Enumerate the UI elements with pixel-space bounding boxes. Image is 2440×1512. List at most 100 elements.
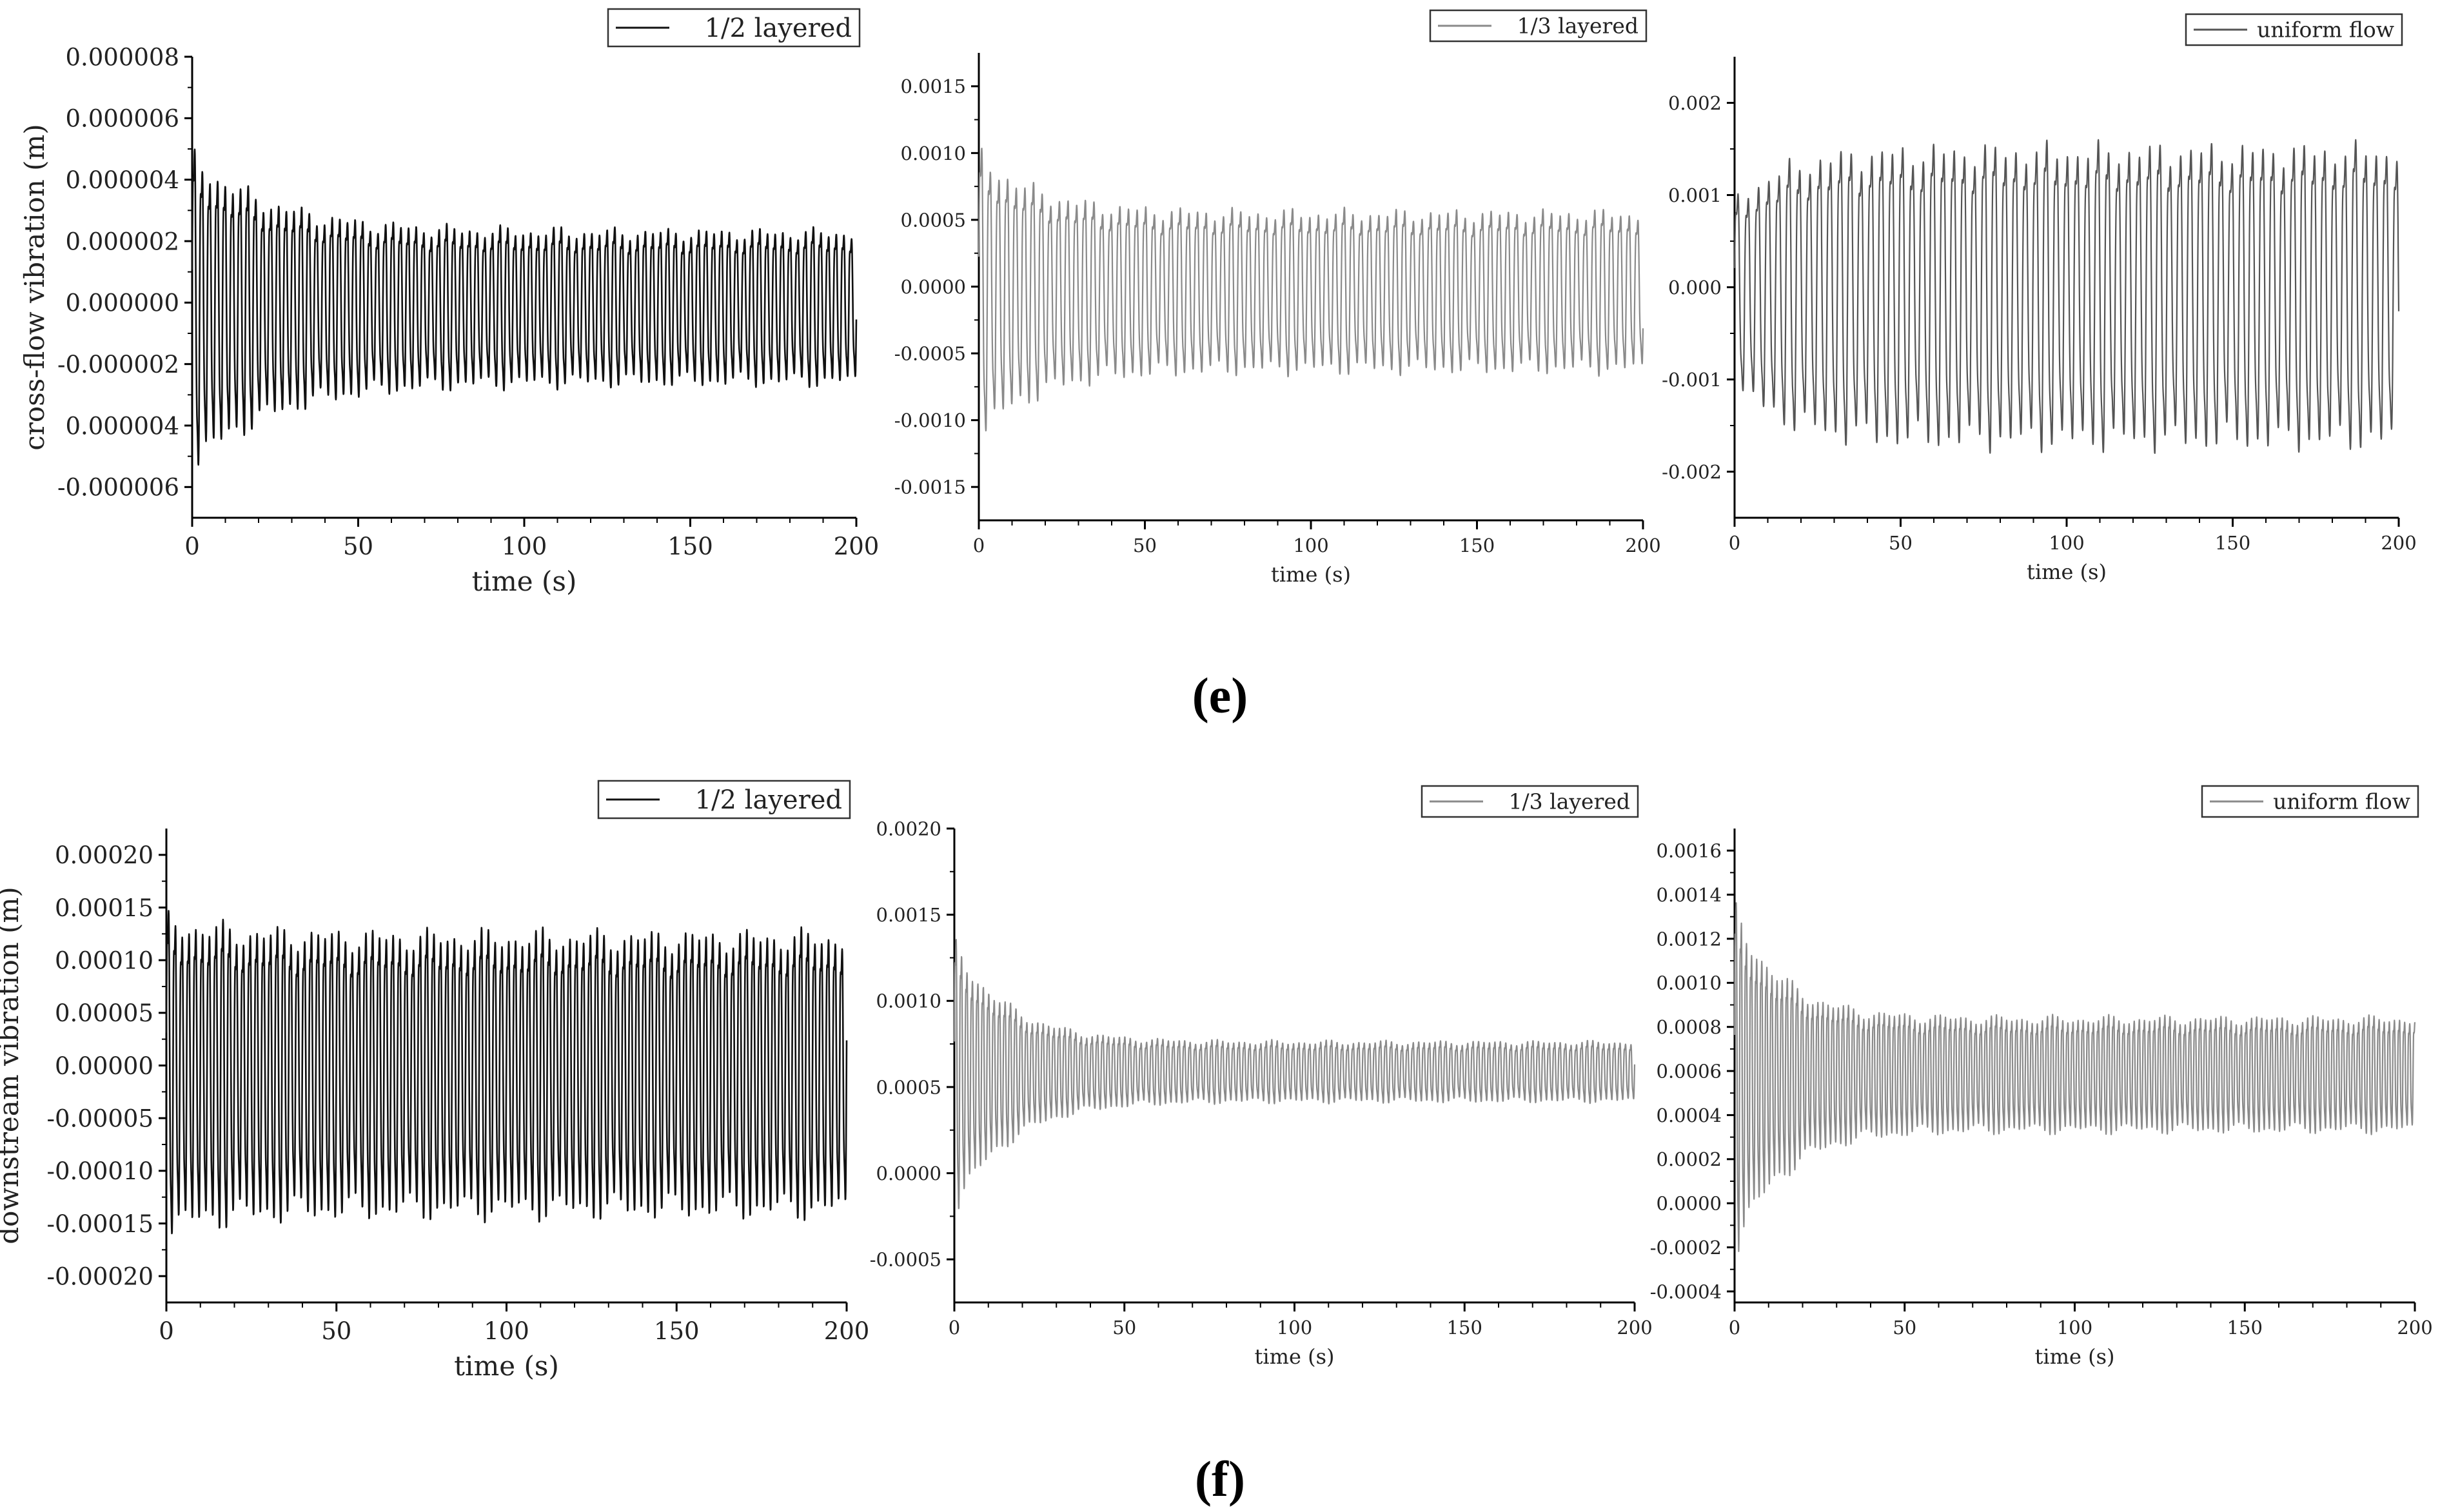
y-tick-label: -0.00010 <box>46 1157 153 1185</box>
x-tick-label: 100 <box>2049 532 2084 554</box>
x-axis-title: time (s) <box>1271 562 1351 587</box>
series-line-f-uniform-flow <box>1733 902 2416 1252</box>
caption-f: (f) <box>1195 1451 1245 1507</box>
chart-e-uniform-flow: -0.002 -0.001 0.000 0.001 0.002 0 50 100 150 200 t… <box>1662 13 2417 584</box>
caption-e: (e) <box>1192 667 1248 723</box>
y-tick-label: 0.0002 <box>1657 1148 1722 1170</box>
x-tick-label: 50 <box>1893 1317 1916 1339</box>
y-tick-label: 0.0010 <box>901 142 966 164</box>
legend-label: uniform flow <box>2273 789 2410 814</box>
x-tick-label: 50 <box>1112 1317 1136 1339</box>
x-tick-label: 200 <box>1625 535 1660 556</box>
y-tick-label: 0.00015 <box>55 894 153 922</box>
legend-box <box>1429 9 1648 43</box>
y-tick-label: -0.0002 <box>1650 1237 1722 1259</box>
y-tick-label: -0.000006 <box>57 474 179 502</box>
x-tick-label: 50 <box>321 1317 351 1345</box>
y-tick-label: 0.00000 <box>55 1052 153 1080</box>
chart-f-uniform-flow: -0.0004 -0.0002 0.0000 0.0002 0.0004 0.0006 0.… <box>1650 785 2433 1369</box>
y-tick-label: 0.0000 <box>876 1163 941 1184</box>
y-tick-label: 0.0020 <box>876 818 941 839</box>
y-tick-label: 0.000004 <box>65 166 179 194</box>
y-tick-label: 0.0010 <box>876 990 941 1012</box>
y-axis-title: downstream vibration (m) <box>0 887 25 1244</box>
chart-e-half-layered: -0.000006 0.000004 -0.000002 0.000000 0.0000… <box>19 8 880 597</box>
y-tick-label: 0.0016 <box>1657 840 1722 862</box>
x-axis-title: time (s) <box>2027 560 2107 584</box>
legend-label: 1/3 layered <box>1517 14 1638 39</box>
x-tick-label: 50 <box>1133 535 1157 556</box>
series-line-e-third-layered <box>978 148 1644 432</box>
y-tick-label: 0.00020 <box>55 841 153 869</box>
x-tick-label: 0 <box>1729 532 1740 554</box>
y-tick-label: 0.0004 <box>1657 1105 1722 1126</box>
chart-e-third-layered: -0.0015 -0.0010 -0.0005 0.0000 0.0005 0.0010 0… <box>894 9 1661 587</box>
x-tick-label: 100 <box>502 533 547 560</box>
x-tick-label: 100 <box>484 1317 529 1345</box>
y-tick-label: -0.0005 <box>894 343 966 365</box>
chart-panels: -0.0000060.000004-0.0000020.0000000.0000… <box>0 8 2433 1382</box>
y-tick-label: 0.00005 <box>55 999 153 1027</box>
series-line-f-third-layered <box>953 939 1636 1210</box>
y-tick-label: 0.0005 <box>876 1076 941 1098</box>
x-tick-label: 150 <box>2215 532 2250 554</box>
y-tick-label: 0.0014 <box>1657 884 1722 906</box>
legend-label: 1/2 layered <box>695 785 842 815</box>
y-tick-label: 0.0000 <box>901 276 966 298</box>
y-tick-label: -0.00015 <box>46 1210 153 1238</box>
y-tick-label: 0.0012 <box>1657 928 1722 950</box>
x-tick-label: 200 <box>2381 532 2416 554</box>
legend-label: 1/2 layered <box>705 14 852 43</box>
series-line-f-half-layered <box>165 910 848 1235</box>
x-tick-label: 0 <box>973 535 985 556</box>
y-tick-label: -0.0010 <box>894 409 966 431</box>
x-tick-label: 150 <box>1459 535 1495 556</box>
x-tick-label: 50 <box>343 533 373 560</box>
series-line-e-uniform-flow <box>1733 139 2400 455</box>
x-tick-label: 200 <box>2397 1317 2432 1339</box>
x-tick-label: 0 <box>184 533 200 560</box>
y-tick-label: 0.000000 <box>65 290 179 317</box>
y-tick-label: 0.0015 <box>901 75 966 97</box>
legend-label: 1/3 layered <box>1509 789 1630 814</box>
x-tick-label: 0 <box>1729 1317 1740 1339</box>
series-line-e-half-layered <box>191 148 858 466</box>
y-tick-label: -0.00005 <box>46 1105 153 1132</box>
x-axis-title: time (s) <box>1255 1344 1335 1369</box>
y-tick-label: 0.0010 <box>1657 972 1722 994</box>
x-tick-label: 50 <box>1889 532 1913 554</box>
x-tick-label: 200 <box>1617 1317 1652 1339</box>
y-tick-label: 0.000008 <box>65 43 179 71</box>
x-tick-label: 150 <box>2227 1317 2263 1339</box>
y-tick-label: -0.0015 <box>894 476 966 498</box>
y-tick-label: 0.000 <box>1668 277 1722 299</box>
y-tick-label: -0.002 <box>1662 461 1722 483</box>
y-tick-label: 0.0000 <box>1657 1193 1722 1215</box>
y-tick-label: 0.0005 <box>901 209 966 231</box>
x-tick-label: 150 <box>1447 1317 1482 1339</box>
x-tick-label: 150 <box>654 1317 700 1345</box>
y-tick-label: 0.001 <box>1668 184 1722 206</box>
y-tick-label: -0.000002 <box>57 351 179 378</box>
y-tick-label: 0.00010 <box>55 947 153 974</box>
y-tick-label: -0.0004 <box>1650 1281 1722 1302</box>
y-tick-label: 0.0006 <box>1657 1060 1722 1082</box>
y-tick-label: -0.001 <box>1662 369 1722 391</box>
x-axis-title: time (s) <box>472 565 577 597</box>
x-tick-label: 100 <box>1277 1317 1312 1339</box>
y-tick-label: 0.000004 <box>65 412 179 440</box>
legend-label: uniform flow <box>2257 17 2394 43</box>
y-tick-label: 0.002 <box>1668 92 1722 114</box>
x-tick-label: 0 <box>949 1317 960 1339</box>
y-tick-label: 0.0008 <box>1657 1016 1722 1038</box>
y-tick-label: 0.0015 <box>876 904 941 926</box>
chart-f-third-layered: -0.0005 0.0000 0.0005 0.0010 0.0015 0.0020 0 50… <box>870 785 1653 1369</box>
y-tick-label: 0.000002 <box>65 228 179 255</box>
x-tick-label: 100 <box>1293 535 1328 556</box>
x-axis-title: time (s) <box>2035 1344 2115 1369</box>
x-tick-label: 200 <box>834 533 880 560</box>
y-axis-title: cross-flow vibration (m) <box>19 124 50 451</box>
x-tick-label: 150 <box>667 533 713 560</box>
x-tick-label: 0 <box>159 1317 174 1345</box>
